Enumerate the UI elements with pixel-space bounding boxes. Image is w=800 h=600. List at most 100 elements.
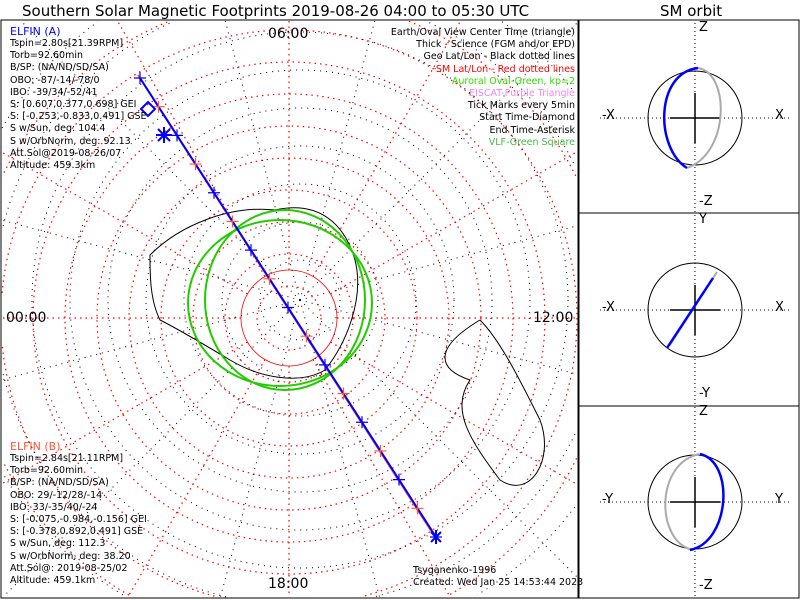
elfin-b-line: S: [-0.075,-0.984,-0.156] GEI (10, 514, 147, 526)
sm-lon-line (1, 151, 248, 295)
elfin-b-line: Tspin=2.84s[21.11RPM] (10, 453, 124, 464)
orbit-axis-label-bottom: -Y (699, 386, 711, 401)
earth-cross (670, 93, 720, 143)
elfin-a-name: ELFIN (A) (10, 25, 61, 38)
sm-lat-circle (160, 189, 418, 447)
elfin-b-name: ELFIN (B) (10, 440, 61, 453)
elfin-b-line: S w/OrbNorm, deg: 38.20 (10, 550, 131, 562)
earth-cross (670, 285, 720, 335)
tick-mark (374, 444, 387, 457)
tick-mark (337, 387, 350, 400)
model-label: Tsyganenko-1996 (413, 565, 497, 576)
mlt-label-00: 00:00 (6, 310, 47, 326)
sm-lon-line (127, 359, 266, 598)
orbit-axis-label-right: X (775, 300, 784, 315)
legend-item: VLF-Green Square (488, 136, 575, 148)
legend-item: Auroral Oval-Green, kp=2 (451, 75, 575, 87)
orbit-axis-label-bottom: -Z (699, 578, 713, 593)
tick-mark (134, 72, 146, 84)
elfin-a-lines: Tspin=2.80s[21.39RPM] Torb=92.60min B/SP: … (10, 38, 147, 172)
sm-lon-line (330, 341, 578, 485)
earth-circle (647, 262, 743, 358)
sm-lat-circle (3, 20, 578, 596)
tick-mark (208, 186, 220, 199)
tick-mark (411, 502, 424, 515)
orbit-path-elfin-a (665, 277, 715, 349)
map-frame (0, 19, 579, 599)
elfin-b-line: Altitude: 459.1km (10, 575, 96, 587)
elfin-b-line: IBO: 33/-35/40/-24 (10, 501, 98, 513)
sm-lon-line (330, 151, 578, 295)
sm-lat-circle (96, 125, 482, 511)
elfin-b-line: S w/Sun, deg: 112.3 (10, 538, 106, 550)
sm-lat-circle (256, 285, 322, 351)
landmass-outline (444, 319, 545, 486)
orbit-axis-label-top: Z (699, 404, 708, 419)
sm-lat-circle (128, 157, 450, 479)
legend-item: Tick Marks every 5min (467, 100, 575, 112)
elfin-b-info: ELFIN (B) Tspin=2.84s[21.11RPM] Torb=92.6… (10, 440, 147, 587)
geo-lon-line (299, 20, 376, 301)
elfin-a-info: ELFIN (A) Tspin=2.80s[21.39RPM] Torb=92.6… (10, 25, 147, 172)
orbit-path-elfin-a (662, 66, 699, 170)
elfin-a-line: S: [0.607,0.377,0.698] GEI (10, 99, 137, 111)
elfin-a-line: Torb=92.60min (10, 50, 84, 62)
orbit-axis-label-bottom: -Z (699, 194, 713, 209)
page-title: Southern Solar Magnetic Footprints 2019-… (22, 2, 530, 20)
tick-mark (356, 416, 368, 429)
sm-lat-circle (1, 29, 578, 597)
elfin-b-lines: Tspin=2.84s[21.11RPM] Torb=92.60min B/SP: … (10, 453, 147, 587)
orbit-axis-label-left: -X (602, 300, 615, 315)
tick-mark (189, 158, 202, 171)
legend-item: Geo Lat/Lon - Black dotted lines (423, 51, 575, 63)
auroral-oval-inner (204, 209, 366, 391)
elfin-a-line: S w/Sun, deg: 104.4 (10, 123, 106, 135)
elfin-b-line: B/SP: (NA/ND/SD/SA) (10, 477, 109, 489)
orbit-axis-label-left: -Y (602, 492, 614, 507)
orbit-axis-label-right: Y (775, 492, 783, 507)
antarctica-outline (149, 207, 359, 379)
elfin-b-line: S: [-0.378,0.892,0.491] GSE (10, 526, 144, 538)
legend-item: Start Time-Diamond (479, 112, 575, 124)
geo-lon-line (1, 299, 301, 381)
tick-mark (319, 358, 331, 371)
geo-lat-circle (69, 69, 531, 531)
end-asterisk-b (430, 530, 442, 544)
elfin-a-line: B/SP: (NA/ND/SD/SA) (10, 62, 109, 74)
orbit-path-gray (664, 453, 701, 551)
created-label: Created: Wed Jan 25 14:53:44 2023 (413, 577, 584, 589)
mlt-label-18: 18:00 (268, 576, 309, 592)
orbit-axis-label-right: X (775, 108, 784, 123)
polar-map (1, 20, 578, 598)
geo-lat-circle (1, 21, 576, 596)
auroral-oval-outer (187, 219, 373, 387)
elfin-a-line: Tspin=2.80s[21.39RPM] (10, 38, 124, 49)
tick-mark (300, 330, 313, 343)
elfin-a-line: IBO: -39/34/-52/41 (10, 86, 98, 98)
orbit-path-gray (686, 67, 722, 169)
start-diamond (139, 100, 157, 118)
tick-mark (263, 272, 276, 285)
legend-item: Earth/Oval View Center Time (triangle) (390, 27, 575, 38)
tick-mark (282, 301, 294, 314)
sm-lat-circle (224, 253, 354, 383)
sm-lon-line (312, 359, 451, 598)
legend-item: EISCAT-Purple Triangle (469, 88, 575, 100)
geo-lon-line (2, 299, 301, 598)
sm-lat-circle (32, 61, 546, 575)
orbit-axis-label-left: -X (602, 108, 615, 123)
orbit-title: SM orbit (660, 2, 723, 20)
elfin-a-line: Altitude: 459.3km (10, 160, 96, 172)
earth-cross (670, 477, 720, 527)
tick-mark (152, 100, 165, 113)
footer: Tsyganenko-1996 Created: Wed Jan 25 14:5… (413, 565, 583, 589)
geo-lon-line (224, 20, 301, 301)
legend-item: SM Lat/Lon - Red dotted lines (435, 63, 575, 75)
tick-mark (393, 473, 405, 486)
sm-pole-circle (240, 269, 338, 367)
tick-mark (226, 215, 239, 228)
orbit-axis-label-top: Y (699, 212, 707, 227)
elfin-a-line: Att.Sol@2019-08-26/07 (10, 147, 122, 159)
orbit-path-elfin-a (689, 452, 725, 552)
